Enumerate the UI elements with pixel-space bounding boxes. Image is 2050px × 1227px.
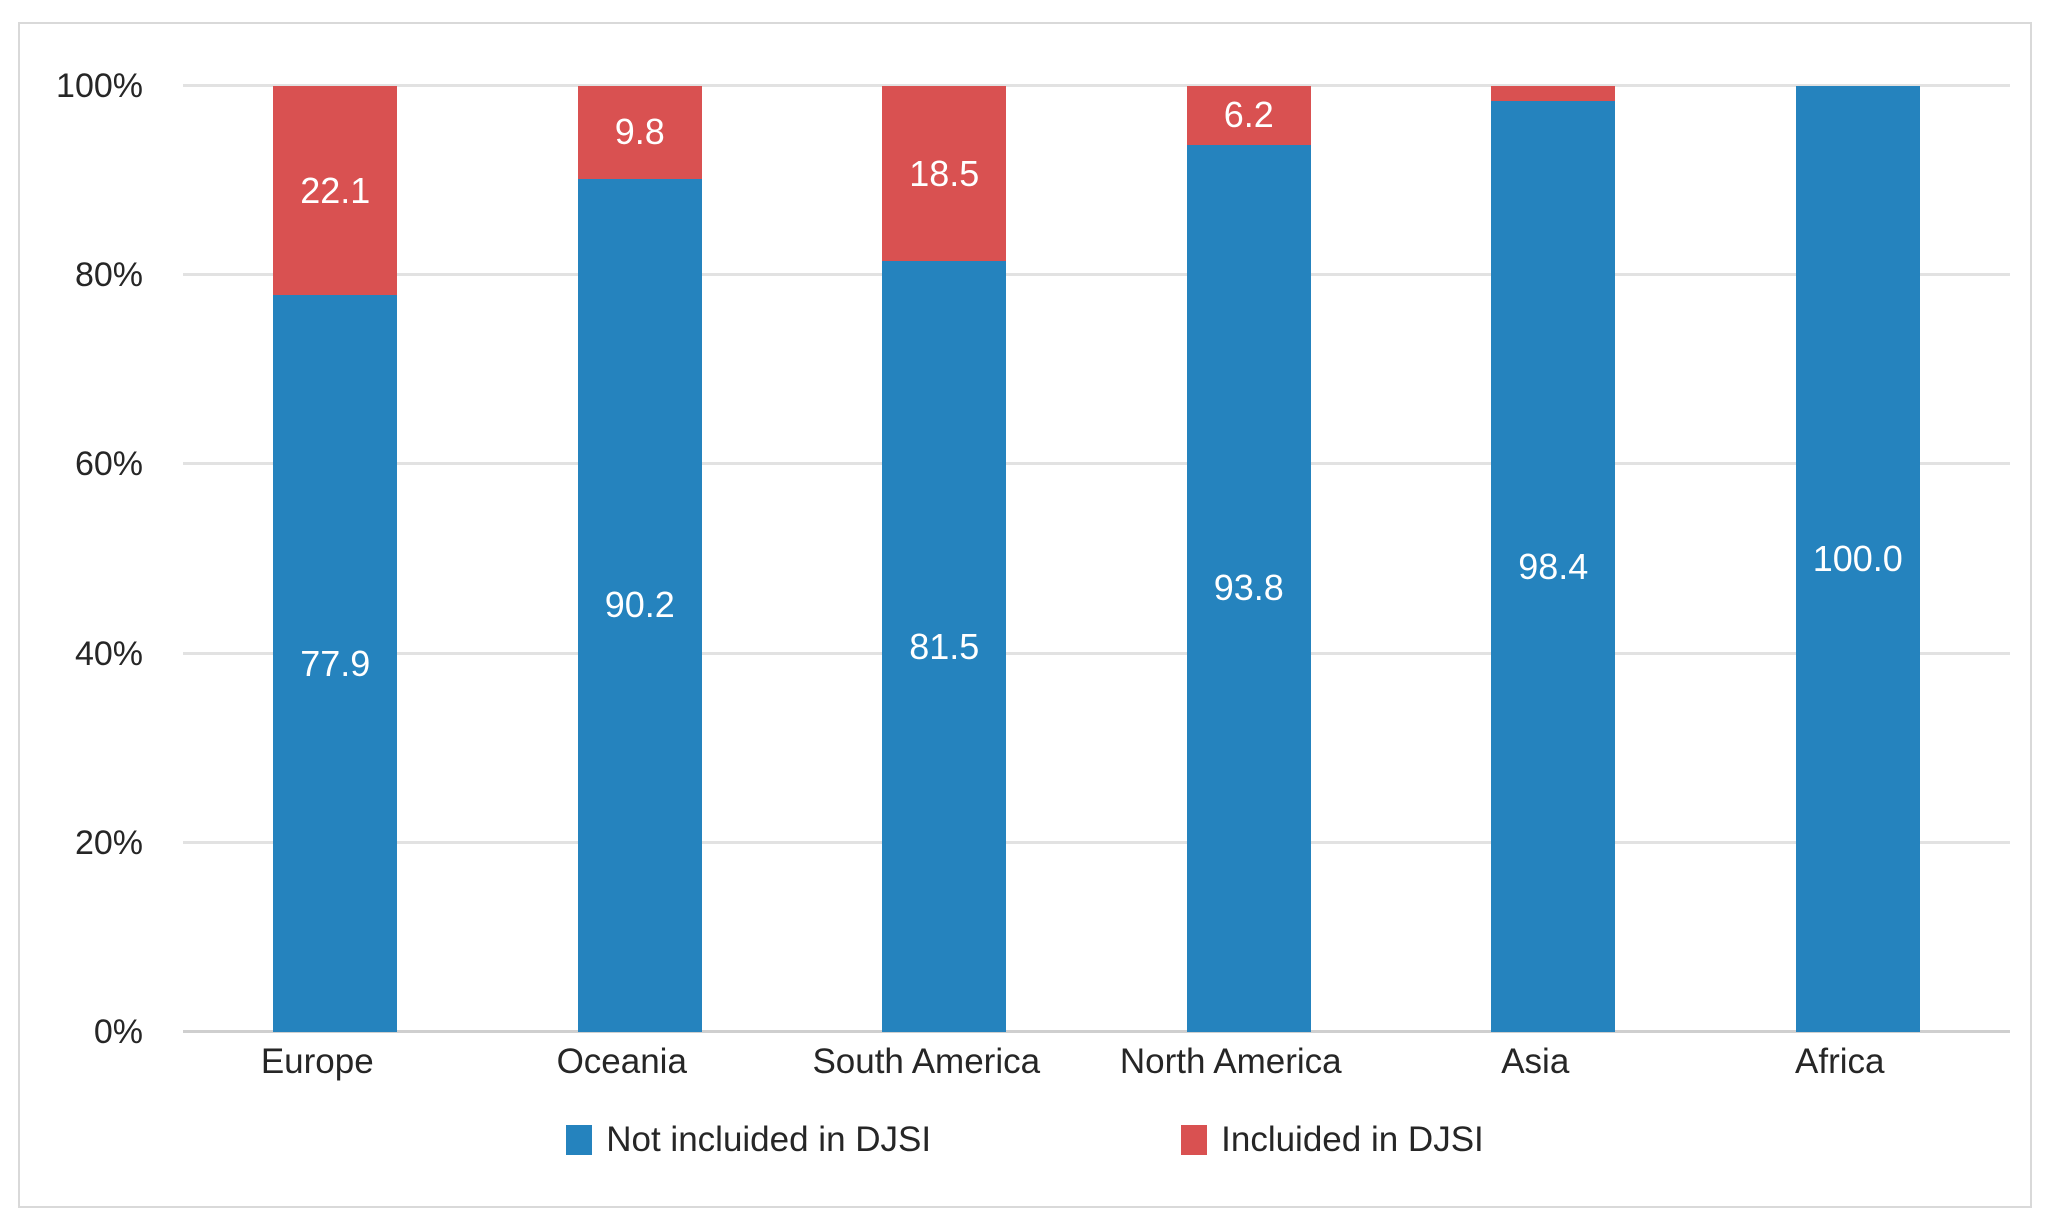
y-tick-label: 0% xyxy=(93,1013,143,1051)
gridline xyxy=(183,651,2010,655)
plot-area: 0% 20% 40% 60% 80% 100% 22.1 77.9 9.8 90.2 18.5 81… xyxy=(56,69,2010,1049)
category-label: South America xyxy=(812,1042,1041,1081)
legend-item: Incluided in DJSI xyxy=(1181,1118,1484,1162)
bar-slot: 100.0 xyxy=(1706,86,2011,1032)
gridline xyxy=(183,84,2010,87)
legend: Not incluided in DJSI Incluided in DJSI xyxy=(0,1118,2050,1162)
bar-segment: 77.9 xyxy=(273,295,398,1032)
bar-slot: 98.4 xyxy=(1401,86,1706,1032)
bar-segment: 100.0 xyxy=(1795,86,1920,1032)
stacked-bar: 98.4 xyxy=(1491,86,1616,1032)
legend-swatch-icon xyxy=(566,1125,593,1155)
legend-swatch-icon xyxy=(1181,1125,1208,1155)
bar-segment: 81.5 xyxy=(882,261,1007,1032)
data-label: 98.4 xyxy=(1518,545,1589,587)
bar-segment xyxy=(1491,86,1616,102)
category-label: Africa xyxy=(1795,1042,1885,1081)
bar-segment: 18.5 xyxy=(882,86,1007,262)
bar-segment: 22.1 xyxy=(273,86,398,296)
data-label: 90.2 xyxy=(604,584,675,626)
data-label: 18.5 xyxy=(909,152,980,194)
data-label: 100.0 xyxy=(1812,538,1903,579)
category-label: Oceania xyxy=(556,1042,687,1081)
stacked-bar: 18.5 81.5 xyxy=(882,86,1007,1032)
stacked-bar: 6.2 93.8 xyxy=(1186,86,1311,1032)
y-tick-label: 80% xyxy=(74,256,143,295)
legend-item: Not incluided in DJSI xyxy=(566,1118,931,1162)
bar-slot: 22.1 77.9 xyxy=(183,86,488,1032)
stacked-bar: 100.0 xyxy=(1795,86,1920,1032)
y-tick-label: 60% xyxy=(74,445,143,484)
y-tick-label: 100% xyxy=(56,67,143,105)
x-axis-labels: Europe Oceania South America North America A… xyxy=(165,1042,1992,1082)
data-label: 93.8 xyxy=(1213,567,1284,609)
bar-slot: 18.5 81.5 xyxy=(792,86,1097,1032)
bar-segment: 93.8 xyxy=(1186,144,1311,1032)
bar-segment: 90.2 xyxy=(577,178,702,1032)
bars-container: 22.1 77.9 9.8 90.2 18.5 81.5 6.2 93.8 98.4 100.0 xyxy=(183,86,2010,1032)
x-axis-line xyxy=(183,1030,2010,1033)
category-label: North America xyxy=(1119,1042,1342,1081)
data-label: 22.1 xyxy=(300,169,371,211)
data-label: 81.5 xyxy=(909,625,980,667)
gridline xyxy=(183,273,2010,277)
legend-label: Not incluided in DJSI xyxy=(606,1120,932,1159)
y-tick-label: 20% xyxy=(74,823,143,862)
legend-label: Incluided in DJSI xyxy=(1221,1120,1484,1159)
stacked-bar: 9.8 90.2 xyxy=(577,86,702,1032)
gridline xyxy=(183,462,2010,466)
data-label: 77.9 xyxy=(300,642,371,684)
category-label: Asia xyxy=(1501,1042,1570,1081)
data-label: 6.2 xyxy=(1223,94,1274,136)
bar-segment: 6.2 xyxy=(1186,86,1311,145)
category-label: Europe xyxy=(260,1042,374,1081)
bar-slot: 6.2 93.8 xyxy=(1097,86,1402,1032)
y-tick-label: 40% xyxy=(74,634,143,673)
bar-segment: 98.4 xyxy=(1491,101,1616,1032)
bar-slot: 9.8 90.2 xyxy=(488,86,793,1032)
chart-frame: 0% 20% 40% 60% 80% 100% 22.1 77.9 9.8 90.2 18.5 81… xyxy=(18,22,2032,1208)
stacked-bar: 22.1 77.9 xyxy=(273,86,398,1032)
data-label: 9.8 xyxy=(614,111,665,153)
gridline xyxy=(183,840,2010,844)
bar-segment: 9.8 xyxy=(577,86,702,179)
